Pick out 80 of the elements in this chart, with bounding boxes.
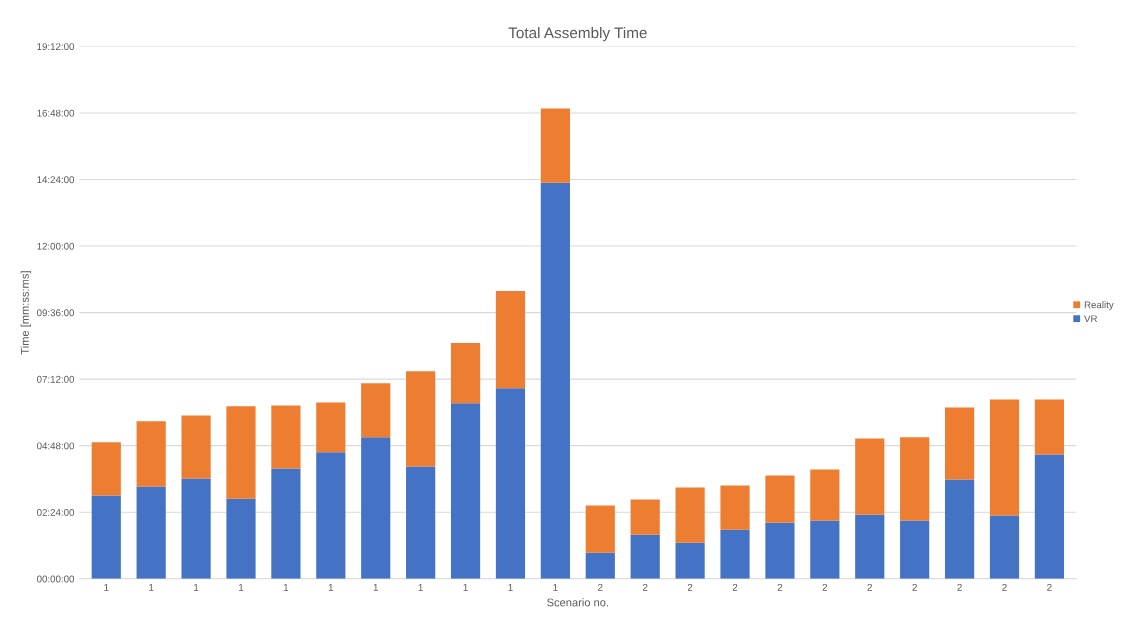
- x-tick-label: 1: [418, 583, 423, 591]
- bar: [226, 406, 256, 499]
- x-tick-label: 1: [149, 583, 154, 591]
- bar: [361, 383, 391, 438]
- y-tick-label: 14:24:00: [37, 176, 75, 184]
- bar: [540, 108, 570, 183]
- y-tick-label: 09:36:00: [36, 309, 75, 317]
- bar: [989, 515, 1020, 579]
- bar: [900, 437, 930, 521]
- y-tick-label: 00:00:00: [36, 575, 75, 583]
- bar: [810, 469, 840, 521]
- bar: [316, 452, 346, 579]
- x-tick-label: 2: [732, 583, 738, 591]
- bar: [181, 415, 211, 479]
- bar: [855, 514, 885, 579]
- bar: [900, 520, 930, 579]
- bar: [1034, 454, 1064, 579]
- bar: [91, 442, 121, 496]
- bar: [630, 534, 660, 579]
- y-tick-label: 02:24:00: [36, 508, 75, 516]
- bar: [1034, 399, 1064, 455]
- x-tick-label: 1: [553, 583, 558, 591]
- x-tick-label: 1: [463, 583, 468, 591]
- bar: [675, 487, 705, 543]
- bar: [585, 505, 615, 553]
- x-tick-label: 2: [642, 583, 648, 591]
- bar: [720, 485, 750, 530]
- y-axis-title: Time [mm:ss:ms]: [20, 271, 32, 355]
- x-tick-label: 2: [957, 583, 962, 591]
- bar: [136, 486, 166, 579]
- x-tick-label: 1: [194, 583, 199, 591]
- x-axis-title: Scenario no.: [547, 598, 609, 607]
- bar: [406, 466, 436, 579]
- x-tick-label: 1: [328, 583, 334, 591]
- bar: [810, 520, 840, 579]
- bar: [361, 437, 391, 579]
- bar: [271, 468, 301, 579]
- bar: [316, 402, 346, 453]
- bar: [91, 495, 121, 579]
- bar: [181, 478, 211, 579]
- y-tick-label: 04:48:00: [36, 442, 75, 450]
- legend-label: Reality: [1084, 301, 1114, 311]
- legend-label: VR: [1084, 315, 1098, 323]
- bar: [855, 438, 885, 515]
- x-tick-label: 1: [239, 583, 244, 591]
- x-tick-label: 2: [598, 583, 603, 591]
- bar: [406, 371, 436, 467]
- x-tick-label: 2: [867, 583, 872, 591]
- bar: [989, 399, 1020, 516]
- bar: [720, 529, 750, 579]
- bar: [450, 343, 481, 404]
- x-tick-label: 1: [508, 583, 513, 591]
- bar: [136, 421, 166, 487]
- bar: [226, 498, 256, 579]
- x-tick-label: 2: [912, 583, 917, 591]
- y-tick-label: 07:12:00: [36, 375, 75, 383]
- bar: [944, 407, 975, 480]
- y-tick-label: 12:00:00: [37, 242, 75, 250]
- bar: [765, 522, 795, 579]
- bar: [944, 479, 975, 579]
- bar: [495, 388, 526, 579]
- x-tick-label: 1: [104, 583, 109, 591]
- bar: [495, 290, 526, 389]
- chart-title: Total Assembly Time: [508, 27, 647, 42]
- bar: [675, 542, 705, 579]
- y-tick-label: 16:48:00: [37, 109, 75, 117]
- y-tick-label: 19:12:00: [37, 43, 75, 51]
- x-tick-label: 2: [1002, 583, 1007, 591]
- bar: [765, 475, 795, 523]
- x-tick-label: 2: [822, 583, 828, 591]
- x-tick-label: 2: [1047, 583, 1052, 591]
- x-tick-label: 2: [687, 583, 693, 591]
- bar: [630, 499, 660, 535]
- x-tick-label: 1: [283, 583, 289, 591]
- bar: [450, 403, 481, 579]
- bar: [540, 182, 570, 579]
- bar: [271, 405, 301, 469]
- x-tick-label: 1: [373, 583, 378, 591]
- x-tick-label: 2: [777, 583, 783, 591]
- bar: [585, 552, 615, 579]
